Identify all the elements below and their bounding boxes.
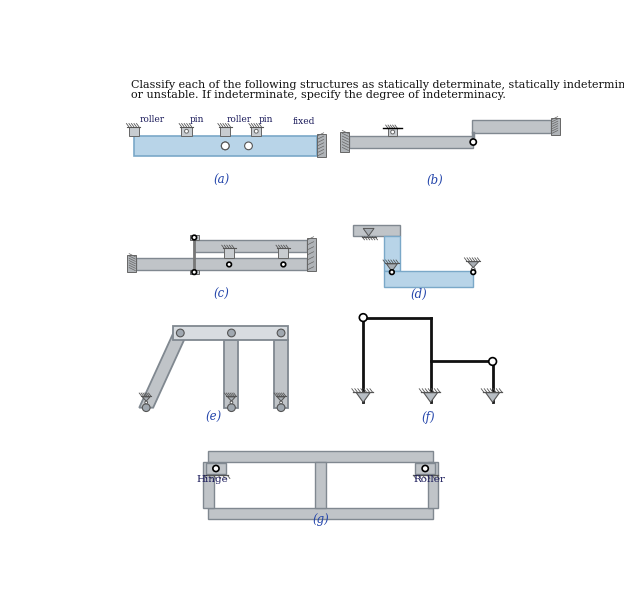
Circle shape (142, 404, 150, 411)
Circle shape (145, 401, 147, 404)
Bar (315, 462, 326, 508)
Text: or unstable. If indeterminate, specify the degree of indeterminacy.: or unstable. If indeterminate, specify t… (130, 90, 505, 99)
Circle shape (177, 329, 184, 337)
Bar (208, 451, 433, 462)
Circle shape (228, 329, 235, 337)
Circle shape (489, 358, 497, 365)
Bar (190, 235, 199, 240)
Circle shape (422, 465, 428, 471)
Circle shape (359, 314, 367, 321)
Polygon shape (225, 340, 238, 408)
Circle shape (192, 235, 197, 240)
Text: (c): (c) (213, 288, 229, 301)
Polygon shape (472, 121, 551, 133)
Circle shape (185, 129, 188, 133)
Circle shape (281, 262, 286, 267)
Circle shape (255, 129, 258, 133)
Polygon shape (384, 236, 399, 271)
Bar (388, 128, 397, 136)
Text: roller: roller (140, 115, 165, 124)
Text: fixed: fixed (293, 116, 315, 125)
Bar (190, 270, 199, 275)
Circle shape (227, 262, 232, 267)
Polygon shape (173, 326, 288, 340)
Circle shape (280, 401, 283, 404)
Bar (427, 462, 439, 508)
Bar (278, 248, 288, 258)
Circle shape (277, 329, 285, 337)
Polygon shape (353, 225, 399, 236)
Bar (340, 132, 349, 152)
Bar (203, 462, 213, 508)
Polygon shape (228, 397, 235, 401)
Polygon shape (136, 258, 306, 270)
Circle shape (277, 404, 285, 411)
Bar (224, 248, 234, 258)
Bar (208, 508, 433, 519)
Polygon shape (356, 393, 370, 402)
Bar (551, 118, 560, 135)
Circle shape (192, 270, 197, 275)
Circle shape (222, 142, 229, 150)
Circle shape (471, 270, 475, 275)
Polygon shape (424, 393, 437, 402)
Text: pin: pin (190, 115, 204, 124)
Text: (a): (a) (213, 175, 230, 187)
Text: (d): (d) (411, 288, 427, 301)
Text: (b): (b) (426, 175, 443, 187)
Bar (127, 255, 136, 272)
Bar (306, 238, 316, 271)
Circle shape (471, 268, 475, 271)
Bar (220, 127, 230, 136)
Polygon shape (468, 262, 479, 268)
Text: Classify each of the following structures as statically determinate, statically : Classify each of the following structure… (130, 81, 624, 90)
Circle shape (470, 139, 476, 145)
Text: roller: roller (227, 115, 252, 124)
Bar (182, 127, 192, 136)
Text: Hinge: Hinge (196, 474, 228, 484)
Circle shape (230, 401, 233, 404)
Polygon shape (142, 397, 150, 401)
Circle shape (245, 142, 252, 150)
Text: (g): (g) (312, 513, 329, 526)
Circle shape (228, 404, 235, 411)
Text: (f): (f) (421, 411, 435, 424)
Polygon shape (134, 136, 317, 156)
Polygon shape (485, 393, 500, 402)
Text: (e): (e) (205, 411, 222, 424)
Polygon shape (277, 397, 285, 401)
Polygon shape (194, 240, 306, 252)
Circle shape (391, 130, 394, 134)
Text: Roller: Roller (413, 474, 445, 484)
Polygon shape (274, 340, 288, 408)
Circle shape (222, 142, 229, 150)
Polygon shape (349, 136, 473, 148)
Circle shape (389, 270, 394, 275)
Text: pin: pin (258, 115, 273, 124)
Polygon shape (384, 271, 473, 287)
Polygon shape (139, 333, 187, 408)
Bar (129, 127, 139, 136)
Circle shape (213, 465, 219, 471)
Bar (317, 135, 326, 158)
Polygon shape (386, 264, 397, 271)
Bar (415, 463, 436, 474)
Bar (206, 463, 226, 474)
Polygon shape (363, 228, 374, 236)
Bar (251, 127, 261, 136)
